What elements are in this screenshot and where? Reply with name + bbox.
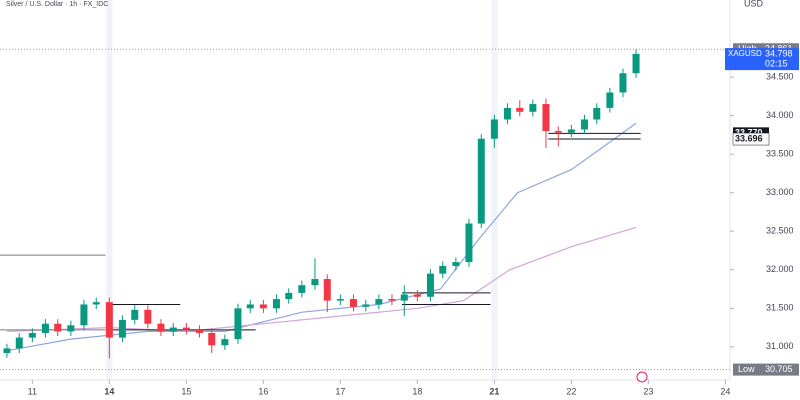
candle-body bbox=[503, 107, 511, 120]
y-tick-label: 34.500 bbox=[766, 71, 794, 81]
price-label: 33.696 bbox=[735, 133, 763, 143]
candle-body bbox=[298, 285, 306, 293]
moving-average bbox=[6, 226, 637, 333]
candle-body bbox=[92, 302, 100, 305]
candle-body bbox=[195, 329, 203, 333]
candle-body bbox=[3, 348, 11, 354]
candle-body bbox=[182, 327, 190, 330]
y-unit: USD bbox=[744, 0, 764, 8]
candle-body bbox=[580, 119, 588, 130]
candle-body bbox=[593, 107, 601, 120]
y-tick-label: 33.500 bbox=[766, 149, 794, 159]
candle-body bbox=[490, 119, 498, 139]
candle-body bbox=[272, 299, 280, 309]
x-tick-label: 22 bbox=[566, 386, 576, 396]
moving-average bbox=[6, 122, 637, 352]
candle-body bbox=[15, 337, 23, 349]
last-price-bg bbox=[725, 48, 799, 71]
x-tick-label: 23 bbox=[643, 386, 653, 396]
candle-body bbox=[632, 53, 640, 74]
low-tag-bg bbox=[733, 363, 799, 376]
chart-title: Silver / U.S. Dollar · 1h · FX_IDC bbox=[6, 1, 108, 8]
candle-body bbox=[439, 265, 447, 274]
candle-body bbox=[477, 138, 485, 224]
session-break bbox=[491, 0, 498, 380]
candle-body bbox=[606, 92, 614, 108]
candle-body bbox=[567, 129, 575, 133]
candle-body bbox=[41, 323, 49, 333]
candle-body bbox=[311, 279, 319, 286]
candle-body bbox=[452, 262, 460, 266]
candle-body bbox=[157, 323, 165, 332]
candle-body bbox=[259, 304, 267, 309]
x-tick-label: 17 bbox=[335, 386, 345, 396]
low-tag-label: Low bbox=[738, 364, 755, 374]
low-tag-value: 30.705 bbox=[765, 364, 793, 374]
candle-body bbox=[619, 73, 627, 93]
candle-body bbox=[516, 107, 524, 112]
y-tick-label: 31.500 bbox=[766, 303, 794, 313]
x-tick-label: 14 bbox=[104, 386, 114, 396]
candle-body bbox=[542, 104, 550, 132]
candle-body bbox=[285, 292, 293, 300]
candle-body bbox=[529, 104, 537, 112]
candle-body bbox=[105, 302, 113, 338]
candle-body bbox=[349, 299, 357, 307]
x-tick-label: 15 bbox=[181, 386, 191, 396]
candle-body bbox=[375, 299, 383, 305]
candle-body bbox=[336, 299, 344, 301]
event-icon bbox=[636, 371, 648, 383]
y-tick-label: 32.000 bbox=[766, 264, 794, 274]
candle-body bbox=[80, 304, 88, 326]
candle-body bbox=[67, 325, 75, 332]
candle-body bbox=[465, 223, 473, 263]
candle-body bbox=[388, 299, 396, 301]
candle-body bbox=[400, 294, 408, 301]
y-tick-label: 31.000 bbox=[766, 341, 794, 351]
candle-body bbox=[554, 131, 562, 133]
x-tick-label: 11 bbox=[28, 386, 37, 396]
y-tick-label: 34.000 bbox=[766, 110, 794, 120]
candle-body bbox=[54, 323, 62, 332]
candle-body bbox=[144, 309, 152, 324]
candle-body bbox=[426, 273, 434, 297]
candle-body bbox=[246, 304, 254, 309]
candle-body bbox=[208, 332, 216, 346]
y-tick-label: 32.500 bbox=[766, 226, 794, 236]
candle-body bbox=[323, 279, 331, 301]
candle-body bbox=[28, 332, 36, 338]
price-label-bg bbox=[732, 132, 770, 146]
symbol-label: XAGUSD bbox=[728, 49, 762, 58]
price-label: 33.770 bbox=[735, 128, 763, 138]
candle-body bbox=[221, 339, 229, 346]
candle-body bbox=[118, 319, 126, 338]
last-price: 34.798 bbox=[765, 48, 793, 58]
candle-body bbox=[169, 327, 177, 332]
candle-body bbox=[234, 308, 242, 340]
candle-body bbox=[413, 294, 421, 297]
x-tick-label: 16 bbox=[258, 386, 268, 396]
session-break bbox=[106, 0, 113, 380]
candle-body bbox=[362, 304, 370, 307]
candle-body bbox=[131, 309, 139, 320]
y-tick-label: 33.000 bbox=[766, 187, 794, 197]
x-tick-label: 18 bbox=[412, 386, 422, 396]
x-tick-label: 24 bbox=[720, 386, 730, 396]
countdown: 02:15 bbox=[765, 58, 788, 68]
x-tick-label: 21 bbox=[489, 386, 499, 396]
